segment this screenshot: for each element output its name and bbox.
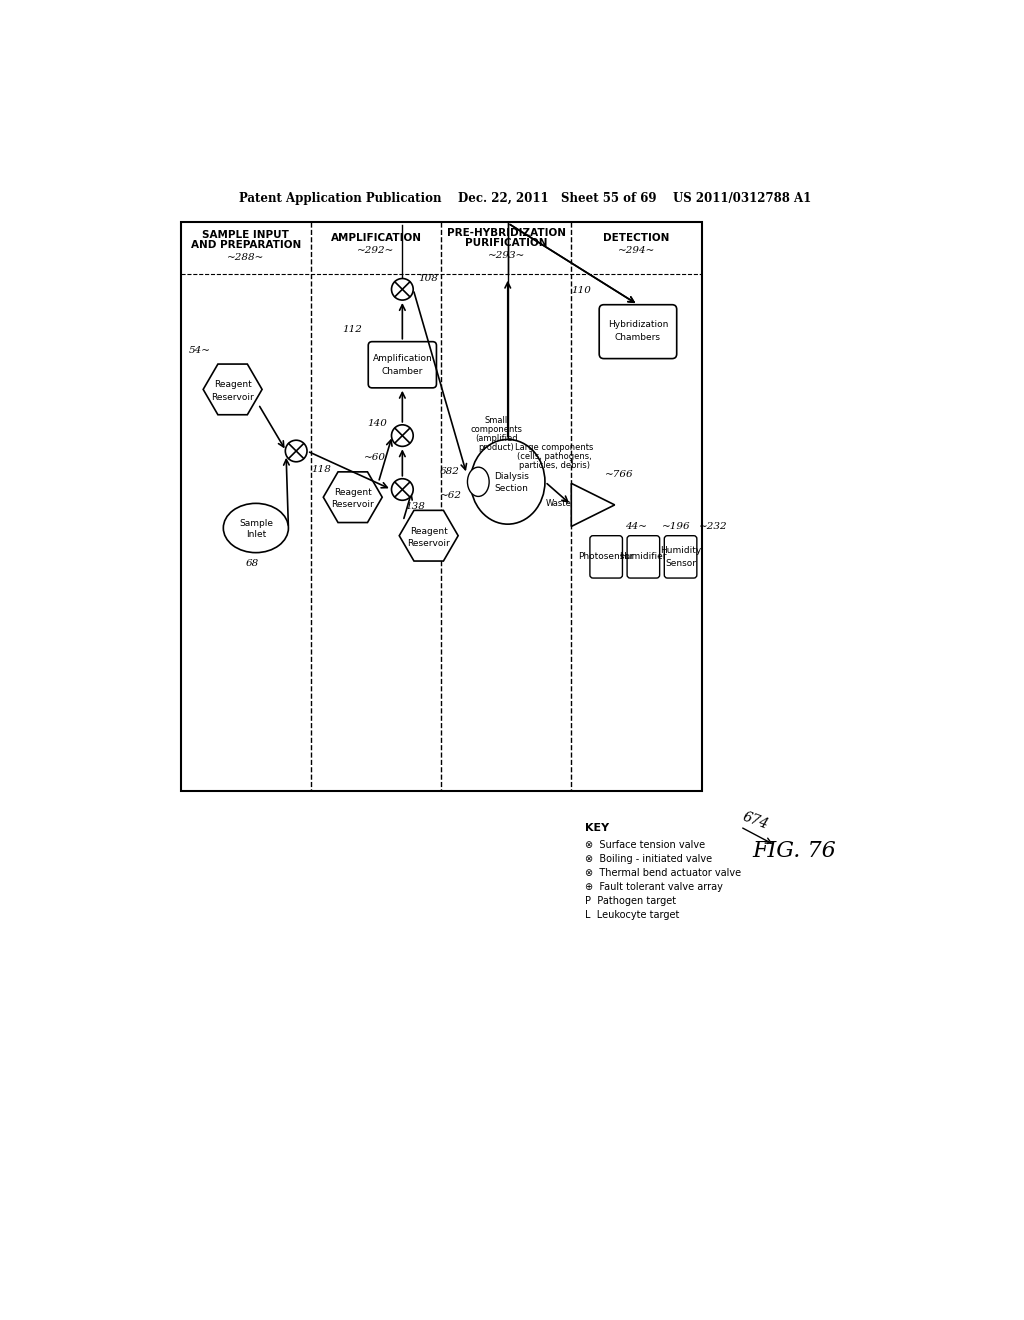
Ellipse shape <box>467 467 489 496</box>
FancyBboxPatch shape <box>180 222 701 792</box>
Text: KEY: KEY <box>586 824 609 833</box>
Text: Reservoir: Reservoir <box>408 539 451 548</box>
Text: Waste: Waste <box>546 499 571 508</box>
Text: (amplified: (amplified <box>475 434 517 444</box>
Circle shape <box>391 425 414 446</box>
Text: Reagent: Reagent <box>214 380 252 389</box>
Text: product): product) <box>478 444 514 453</box>
Text: SAMPLE INPUT: SAMPLE INPUT <box>203 231 289 240</box>
FancyBboxPatch shape <box>627 536 659 578</box>
Text: L  Leukocyte target: L Leukocyte target <box>586 909 680 920</box>
Text: ~196: ~196 <box>662 521 690 531</box>
Text: AMPLIFICATION: AMPLIFICATION <box>331 234 422 243</box>
Text: ~288~: ~288~ <box>227 253 264 263</box>
Text: ~232: ~232 <box>699 521 728 531</box>
Text: Reservoir: Reservoir <box>211 392 254 401</box>
Polygon shape <box>399 511 458 561</box>
Text: particles, debris): particles, debris) <box>519 461 590 470</box>
Text: Sample: Sample <box>239 519 272 528</box>
Ellipse shape <box>471 440 545 524</box>
FancyBboxPatch shape <box>665 536 697 578</box>
Text: (cells, pathogens,: (cells, pathogens, <box>517 451 592 461</box>
Text: 54~: 54~ <box>188 346 211 355</box>
Text: ~62: ~62 <box>439 491 462 500</box>
Text: 674: 674 <box>740 809 771 832</box>
Text: ~766: ~766 <box>605 470 634 479</box>
Text: 682: 682 <box>440 466 460 475</box>
Polygon shape <box>203 364 262 414</box>
Circle shape <box>391 279 414 300</box>
Text: FIG. 76: FIG. 76 <box>753 841 837 862</box>
Text: AND PREPARATION: AND PREPARATION <box>190 240 301 251</box>
Text: P  Pathogen target: P Pathogen target <box>586 896 677 906</box>
Text: Chambers: Chambers <box>615 334 660 342</box>
Text: ~292~: ~292~ <box>357 247 394 255</box>
Text: ⊗  Surface tension valve: ⊗ Surface tension valve <box>586 841 706 850</box>
Text: Photosensor: Photosensor <box>579 552 634 561</box>
Text: ⊕  Fault tolerant valve array: ⊕ Fault tolerant valve array <box>586 882 723 892</box>
Polygon shape <box>571 483 614 527</box>
Text: ⊗  Boiling - initiated valve: ⊗ Boiling - initiated valve <box>586 854 713 865</box>
Text: Reagent: Reagent <box>410 527 447 536</box>
Text: Section: Section <box>495 484 528 494</box>
Polygon shape <box>324 471 382 523</box>
Text: 118: 118 <box>311 465 332 474</box>
Ellipse shape <box>223 503 289 553</box>
Text: 140: 140 <box>367 418 387 428</box>
Text: Reservoir: Reservoir <box>332 500 374 510</box>
Text: 44~: 44~ <box>625 521 647 531</box>
Text: ~294~: ~294~ <box>617 247 655 255</box>
Circle shape <box>391 479 414 500</box>
FancyBboxPatch shape <box>599 305 677 359</box>
Circle shape <box>286 441 307 462</box>
FancyBboxPatch shape <box>369 342 436 388</box>
Text: 110: 110 <box>571 286 592 296</box>
Text: Sensor: Sensor <box>665 558 696 568</box>
Text: Amplification: Amplification <box>373 354 432 363</box>
Text: Small: Small <box>484 416 508 425</box>
Text: Reagent: Reagent <box>334 488 372 498</box>
Text: PURIFICATION: PURIFICATION <box>465 238 548 248</box>
Text: 68: 68 <box>246 558 259 568</box>
Text: 108: 108 <box>418 275 437 282</box>
Text: PRE-HYBRIDIZATION: PRE-HYBRIDIZATION <box>446 228 565 238</box>
Text: Inlet: Inlet <box>246 531 266 540</box>
Text: Hybridization: Hybridization <box>608 321 668 329</box>
Text: ~60: ~60 <box>364 453 386 462</box>
Text: Dialysis: Dialysis <box>495 473 529 480</box>
Text: 138: 138 <box>406 502 425 511</box>
Text: Patent Application Publication    Dec. 22, 2011   Sheet 55 of 69    US 2011/0312: Patent Application Publication Dec. 22, … <box>239 191 811 205</box>
Text: components: components <box>470 425 522 434</box>
Text: DETECTION: DETECTION <box>603 234 670 243</box>
Text: ⊗  Thermal bend actuator valve: ⊗ Thermal bend actuator valve <box>586 869 741 878</box>
FancyBboxPatch shape <box>590 536 623 578</box>
Text: Chamber: Chamber <box>382 367 423 376</box>
Text: ~293~: ~293~ <box>487 251 525 260</box>
Text: Humidity: Humidity <box>659 546 701 556</box>
Text: Large components: Large components <box>515 442 594 451</box>
Text: Humidifier: Humidifier <box>620 552 667 561</box>
Text: 112: 112 <box>342 325 362 334</box>
